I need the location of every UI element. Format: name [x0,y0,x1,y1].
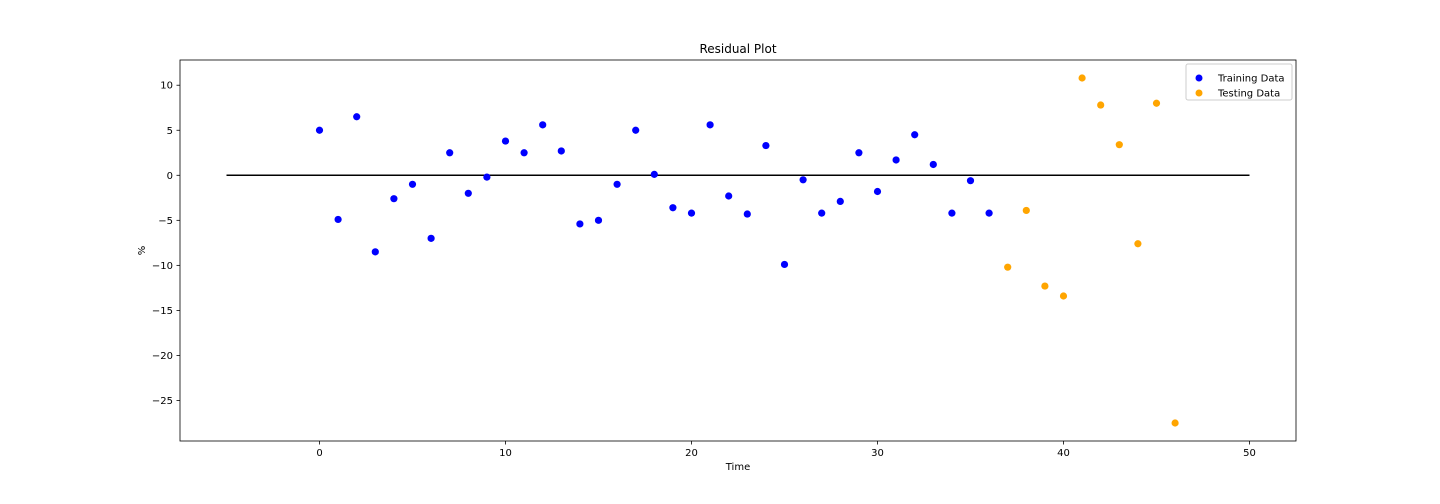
training-point [539,121,547,129]
training-point [743,210,751,218]
y-tick-label: 5 [167,126,173,137]
training-point [818,209,826,217]
training-point [632,126,640,134]
training-point [594,216,603,224]
training-point [687,209,696,217]
x-tick-label: 10 [499,448,512,459]
training-point [892,156,900,164]
y-tick-label: −20 [152,351,173,362]
x-tick-label: 0 [316,448,322,459]
training-point [557,147,565,155]
testing-point [1171,419,1179,427]
training-point [873,187,882,196]
legend-box [1185,63,1293,101]
y-ticks: 10 5 0 −5 −10 −15 −20 −25 [152,81,180,407]
legend: Training Data Testing Data [1185,63,1293,101]
testing-point [1004,263,1012,271]
x-tick-label: 40 [1057,448,1070,459]
training-point [334,215,342,224]
testing-point [1097,101,1105,109]
y-tick-label: −25 [152,396,173,407]
testing-point [1152,99,1161,107]
training-point [501,137,510,145]
training-point [446,149,454,157]
training-point [408,180,417,188]
training-point [799,176,807,184]
legend-label-training: Training Data [1217,74,1285,85]
training-point [427,234,435,242]
legend-marker-testing [1195,89,1203,97]
training-point [576,220,584,228]
legend-label-testing: Testing Data [1217,89,1280,100]
y-tick-label: −10 [152,261,173,272]
training-point [464,189,472,197]
training-point [650,170,658,178]
testing-point [1041,282,1049,290]
chart-title: Residual Plot [699,42,776,56]
y-axis-label: % [137,246,148,256]
training-point [390,195,398,203]
x-axis-label: Time [725,462,750,473]
x-tick-label: 50 [1243,448,1256,459]
training-point [929,160,937,169]
training-point [613,180,621,188]
training-point [836,197,844,206]
training-point [911,131,919,139]
training-point [948,209,956,217]
training-point [520,149,528,157]
x-tick-label: 30 [871,448,884,459]
training-point [780,260,789,269]
points-layer [315,74,1179,427]
y-tick-label: −15 [152,306,173,317]
legend-marker-training [1195,74,1203,82]
testing-point [1078,74,1086,82]
y-tick-label: 0 [167,171,173,182]
testing-point [1115,141,1123,149]
testing-point [1134,240,1142,248]
x-tick-label: 20 [685,448,698,459]
training-point [353,113,361,121]
training-point [483,173,491,181]
training-point [315,126,324,134]
training-point [966,177,975,185]
training-point [725,192,733,200]
training-point [371,248,379,256]
training-point [985,209,993,217]
training-point [855,149,863,157]
testing-point [1059,292,1068,300]
y-tick-label: −5 [158,216,173,227]
x-ticks: 0 10 20 30 40 50 [316,441,1256,459]
axes-frame [179,59,1297,442]
training-point [669,204,677,212]
y-tick-label: 10 [160,81,173,92]
training-point [706,121,714,129]
testing-point [1022,206,1030,215]
training-point [762,141,770,150]
